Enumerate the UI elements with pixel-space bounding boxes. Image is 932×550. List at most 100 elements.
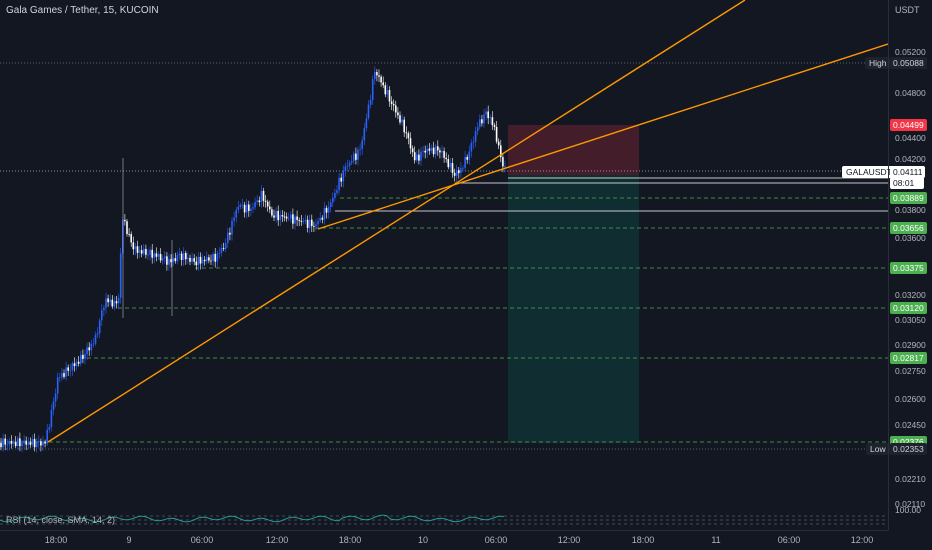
candle-body bbox=[292, 214, 294, 224]
candle-body bbox=[231, 220, 233, 235]
level-price-tag-1: 0.03889 bbox=[890, 192, 927, 204]
candle-body bbox=[77, 361, 80, 364]
candle-body bbox=[252, 207, 254, 209]
candle-body bbox=[363, 128, 366, 141]
candle-body bbox=[491, 117, 494, 126]
time-tick: 11 bbox=[711, 535, 721, 545]
candle-body bbox=[325, 207, 328, 213]
price-scale[interactable]: USDT 0.05200 0.04800 0.04400 0.04200 0.0… bbox=[888, 0, 932, 530]
candle-body bbox=[380, 76, 382, 83]
candle-body bbox=[111, 299, 114, 307]
candle-body bbox=[59, 377, 61, 379]
candle-body bbox=[411, 148, 414, 153]
candle-body bbox=[147, 254, 149, 256]
candle-body bbox=[464, 157, 466, 168]
candle-body bbox=[119, 253, 122, 298]
candle-body bbox=[479, 119, 481, 128]
candle-body bbox=[149, 249, 151, 255]
time-tick: 9 bbox=[126, 535, 132, 545]
time-tick: 12:00 bbox=[850, 535, 874, 545]
candle-body bbox=[283, 216, 286, 218]
candle-body bbox=[21, 443, 23, 447]
candle-body bbox=[369, 99, 372, 105]
candle-body bbox=[413, 152, 416, 161]
symbol-title[interactable]: Gala Games / Tether, 15, KUCOIN bbox=[6, 5, 159, 16]
candle-body bbox=[441, 150, 443, 153]
price-tick: 0.02110 bbox=[895, 499, 926, 509]
candle-body bbox=[262, 190, 265, 201]
candle-body bbox=[281, 215, 284, 217]
rsi-line bbox=[0, 514, 505, 523]
trendline-main[interactable] bbox=[47, 0, 746, 443]
candle-body bbox=[191, 258, 193, 262]
candle-body bbox=[434, 146, 437, 155]
candle-body bbox=[17, 438, 19, 447]
rsi-scale-tick: 100.00 bbox=[895, 505, 921, 515]
candle-body bbox=[332, 197, 334, 203]
candle-body bbox=[374, 72, 376, 80]
candle-body bbox=[279, 215, 282, 221]
trendline-secondary[interactable] bbox=[317, 43, 889, 230]
stop-price-tag: 0.04499 bbox=[890, 119, 927, 131]
price-chart[interactable] bbox=[0, 0, 889, 530]
candle-body bbox=[426, 148, 429, 153]
candle-body bbox=[407, 133, 410, 139]
candle-body bbox=[401, 119, 403, 123]
candle-body bbox=[208, 257, 210, 261]
candle-body bbox=[300, 220, 303, 222]
stop-loss-zone[interactable] bbox=[508, 125, 639, 175]
candle-body bbox=[388, 90, 391, 102]
candle-body bbox=[241, 204, 244, 206]
chart-area[interactable]: Gala Games / Tether, 15, KUCOIN RSI (14,… bbox=[0, 0, 896, 530]
candle-body bbox=[86, 347, 88, 355]
candle-body bbox=[243, 204, 246, 213]
price-tick: 0.03050 bbox=[895, 315, 926, 325]
candle-body bbox=[19, 438, 21, 447]
level-price-tag-3: 0.03375 bbox=[890, 262, 927, 274]
candle-body bbox=[405, 132, 408, 134]
candle-body bbox=[130, 234, 132, 243]
rsi-indicator-label[interactable]: RSI (14, close, SMA, 14, 2) bbox=[6, 515, 116, 525]
candle-body bbox=[54, 393, 57, 402]
level-price-tag-2: 0.03656 bbox=[890, 222, 927, 234]
candle-body bbox=[481, 119, 483, 124]
price-tick: 0.04400 bbox=[895, 133, 926, 143]
candle-body bbox=[233, 217, 235, 221]
candle-body bbox=[504, 165, 506, 167]
candle-body bbox=[273, 215, 275, 218]
candle-body bbox=[285, 216, 288, 219]
candle-body bbox=[304, 219, 307, 222]
candle-body bbox=[250, 208, 252, 211]
candle-body bbox=[222, 247, 225, 249]
candle-body bbox=[10, 441, 13, 444]
candle-body bbox=[193, 258, 195, 262]
time-scale[interactable]: 18:00 9 06:00 12:00 18:00 10 06:00 12:00… bbox=[0, 530, 888, 550]
candle-body bbox=[27, 442, 30, 445]
candle-body bbox=[46, 429, 48, 444]
candle-body bbox=[424, 150, 426, 153]
candle-body bbox=[153, 253, 156, 258]
candle-body bbox=[44, 441, 46, 444]
candle-body bbox=[365, 118, 368, 129]
candle-body bbox=[378, 75, 380, 77]
candle-body bbox=[294, 216, 296, 224]
low-price-tag: 0.02353 bbox=[890, 443, 927, 455]
candle-body bbox=[178, 253, 181, 256]
candle-body bbox=[386, 90, 389, 95]
candle-body bbox=[212, 253, 214, 261]
candle-body bbox=[117, 297, 120, 304]
candle-body bbox=[185, 253, 187, 260]
take-profit-zone[interactable] bbox=[508, 175, 639, 443]
candle-body bbox=[65, 367, 67, 377]
candle-body bbox=[376, 72, 378, 76]
candle-body bbox=[155, 253, 158, 257]
candle-body bbox=[353, 153, 355, 162]
candle-body bbox=[176, 255, 179, 262]
candle-body bbox=[308, 219, 311, 228]
candle-body bbox=[271, 209, 273, 216]
candle-body bbox=[180, 253, 183, 260]
candle-body bbox=[126, 221, 128, 235]
candle-body bbox=[195, 261, 198, 266]
candle-body bbox=[12, 442, 15, 444]
candle-body bbox=[371, 79, 374, 100]
